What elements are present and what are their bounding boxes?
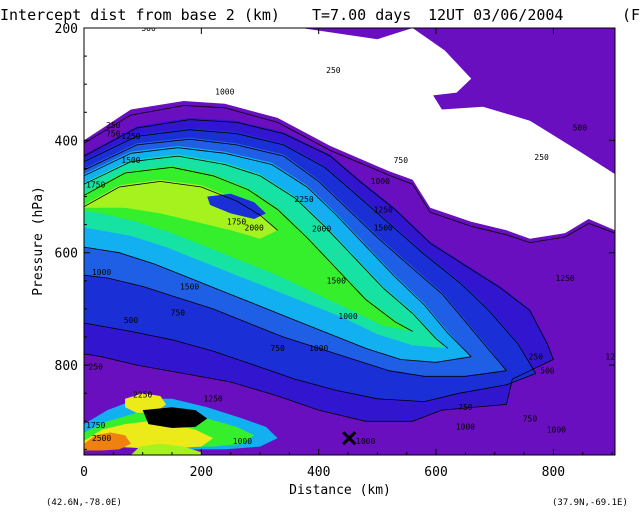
contour-label: 1000 <box>371 177 390 186</box>
x-axis-label: Distance (km) <box>289 483 391 498</box>
contour-band <box>142 407 208 428</box>
contour-label: 1000 <box>356 437 375 446</box>
chart-title: Intercept dist from base 2 (km) <box>0 6 280 24</box>
position-marker <box>342 431 357 446</box>
contour-label: 1000 <box>215 87 234 96</box>
contour-label: 2250 <box>133 391 152 400</box>
contour-label: 250 <box>529 352 544 361</box>
contour-line <box>84 138 507 371</box>
contour-line <box>84 119 554 360</box>
contour-label: 1250 <box>203 395 222 404</box>
y-axis-ticks: 200 400 600 800 <box>55 22 615 450</box>
contour-label: 1750 <box>86 181 105 190</box>
contour-label: 2250 <box>294 195 313 204</box>
contour-band <box>84 179 278 239</box>
contour-band <box>84 28 615 175</box>
y-tick-label: 200 <box>55 22 78 37</box>
contour-label: 1500 <box>374 223 393 232</box>
contour-label: 750 <box>171 309 186 318</box>
contour-label: 1000 <box>338 312 357 321</box>
contour-label: 1750 <box>227 218 246 227</box>
contour-label: 1250 <box>605 352 624 361</box>
y-axis-label: Pressure (hPa) <box>31 186 46 296</box>
plot-frame <box>83 27 616 456</box>
contour-line <box>84 353 554 422</box>
contour-label: 1500 <box>327 277 346 286</box>
contour-label: 750 <box>523 414 538 423</box>
contour-label: 1000 <box>233 437 252 446</box>
y-tick-label: 400 <box>55 134 78 149</box>
x-tick-label: 400 <box>307 465 330 480</box>
contour-label: 1250 <box>555 274 574 283</box>
contour-label: 1000 <box>309 344 328 353</box>
x-marker <box>342 431 357 446</box>
contour-label: 750 <box>458 403 473 412</box>
contour-label: 2500 <box>92 434 111 443</box>
contour-labels: 5002502505001000125075025015001750225020… <box>86 24 624 446</box>
x-tick-label: 600 <box>424 465 447 480</box>
contour-lines <box>84 105 615 422</box>
chart-time: T=7.00 days <box>312 6 411 24</box>
x-tick-label: 200 <box>190 465 213 480</box>
chart-date: 12UT 03/06/2004 <box>428 6 563 24</box>
contour-label: 750 <box>270 344 285 353</box>
contour-line <box>84 322 536 403</box>
contour-line <box>84 274 507 377</box>
contour-line <box>84 147 472 357</box>
contour-label: 2000 <box>245 223 264 232</box>
contour-label: 2000 <box>312 224 331 233</box>
contour-label: 1000 <box>547 426 566 435</box>
right-corner-coordinates: (37.9N,-69.1E) <box>552 498 628 508</box>
x-tick-label: 0 <box>80 465 88 480</box>
x-tick-label: 800 <box>542 465 565 480</box>
contour-label: 2250 <box>162 415 181 424</box>
y-tick-label: 800 <box>55 359 78 374</box>
contour-label: 500 <box>124 316 139 325</box>
contour-label: 500 <box>141 24 156 33</box>
contour-label: 1500 <box>121 156 140 165</box>
y-tick-label: 600 <box>55 247 78 262</box>
contour-label: 750 <box>106 129 121 138</box>
contour-label: 250 <box>89 363 104 372</box>
contour-label: 1250 <box>121 132 140 141</box>
contour-fills <box>84 28 615 455</box>
contour-band <box>125 393 167 413</box>
contour-label: 1000 <box>456 423 475 432</box>
contour-band <box>207 193 266 219</box>
contour-label: 1500 <box>180 282 199 291</box>
contour-label: 1000 <box>92 268 111 277</box>
chart-title-truncated: (F <box>622 6 640 24</box>
contour-line <box>84 180 278 231</box>
contour-line <box>84 246 472 363</box>
contour-label: 500 <box>540 367 555 376</box>
contour-label: 250 <box>106 121 121 130</box>
contour-label: 250 <box>534 153 549 162</box>
plot-area: 5002502505001000125075025015001750225020… <box>84 24 624 455</box>
contour-line <box>84 166 413 332</box>
contour-label: 1250 <box>374 205 393 214</box>
contour-line <box>84 155 449 349</box>
contour-label: 500 <box>573 123 588 132</box>
x-axis-ticks: 0 200 400 600 800 <box>80 28 613 480</box>
contour-label: 250 <box>326 66 341 75</box>
contour-band <box>84 432 131 451</box>
contour-line <box>84 105 615 244</box>
contour-band <box>130 443 202 455</box>
left-corner-coordinates: (42.6N,-78.0E) <box>46 498 122 508</box>
contour-line <box>84 129 537 374</box>
contour-label: 1750 <box>86 421 105 430</box>
contour-label: 750 <box>394 156 409 165</box>
